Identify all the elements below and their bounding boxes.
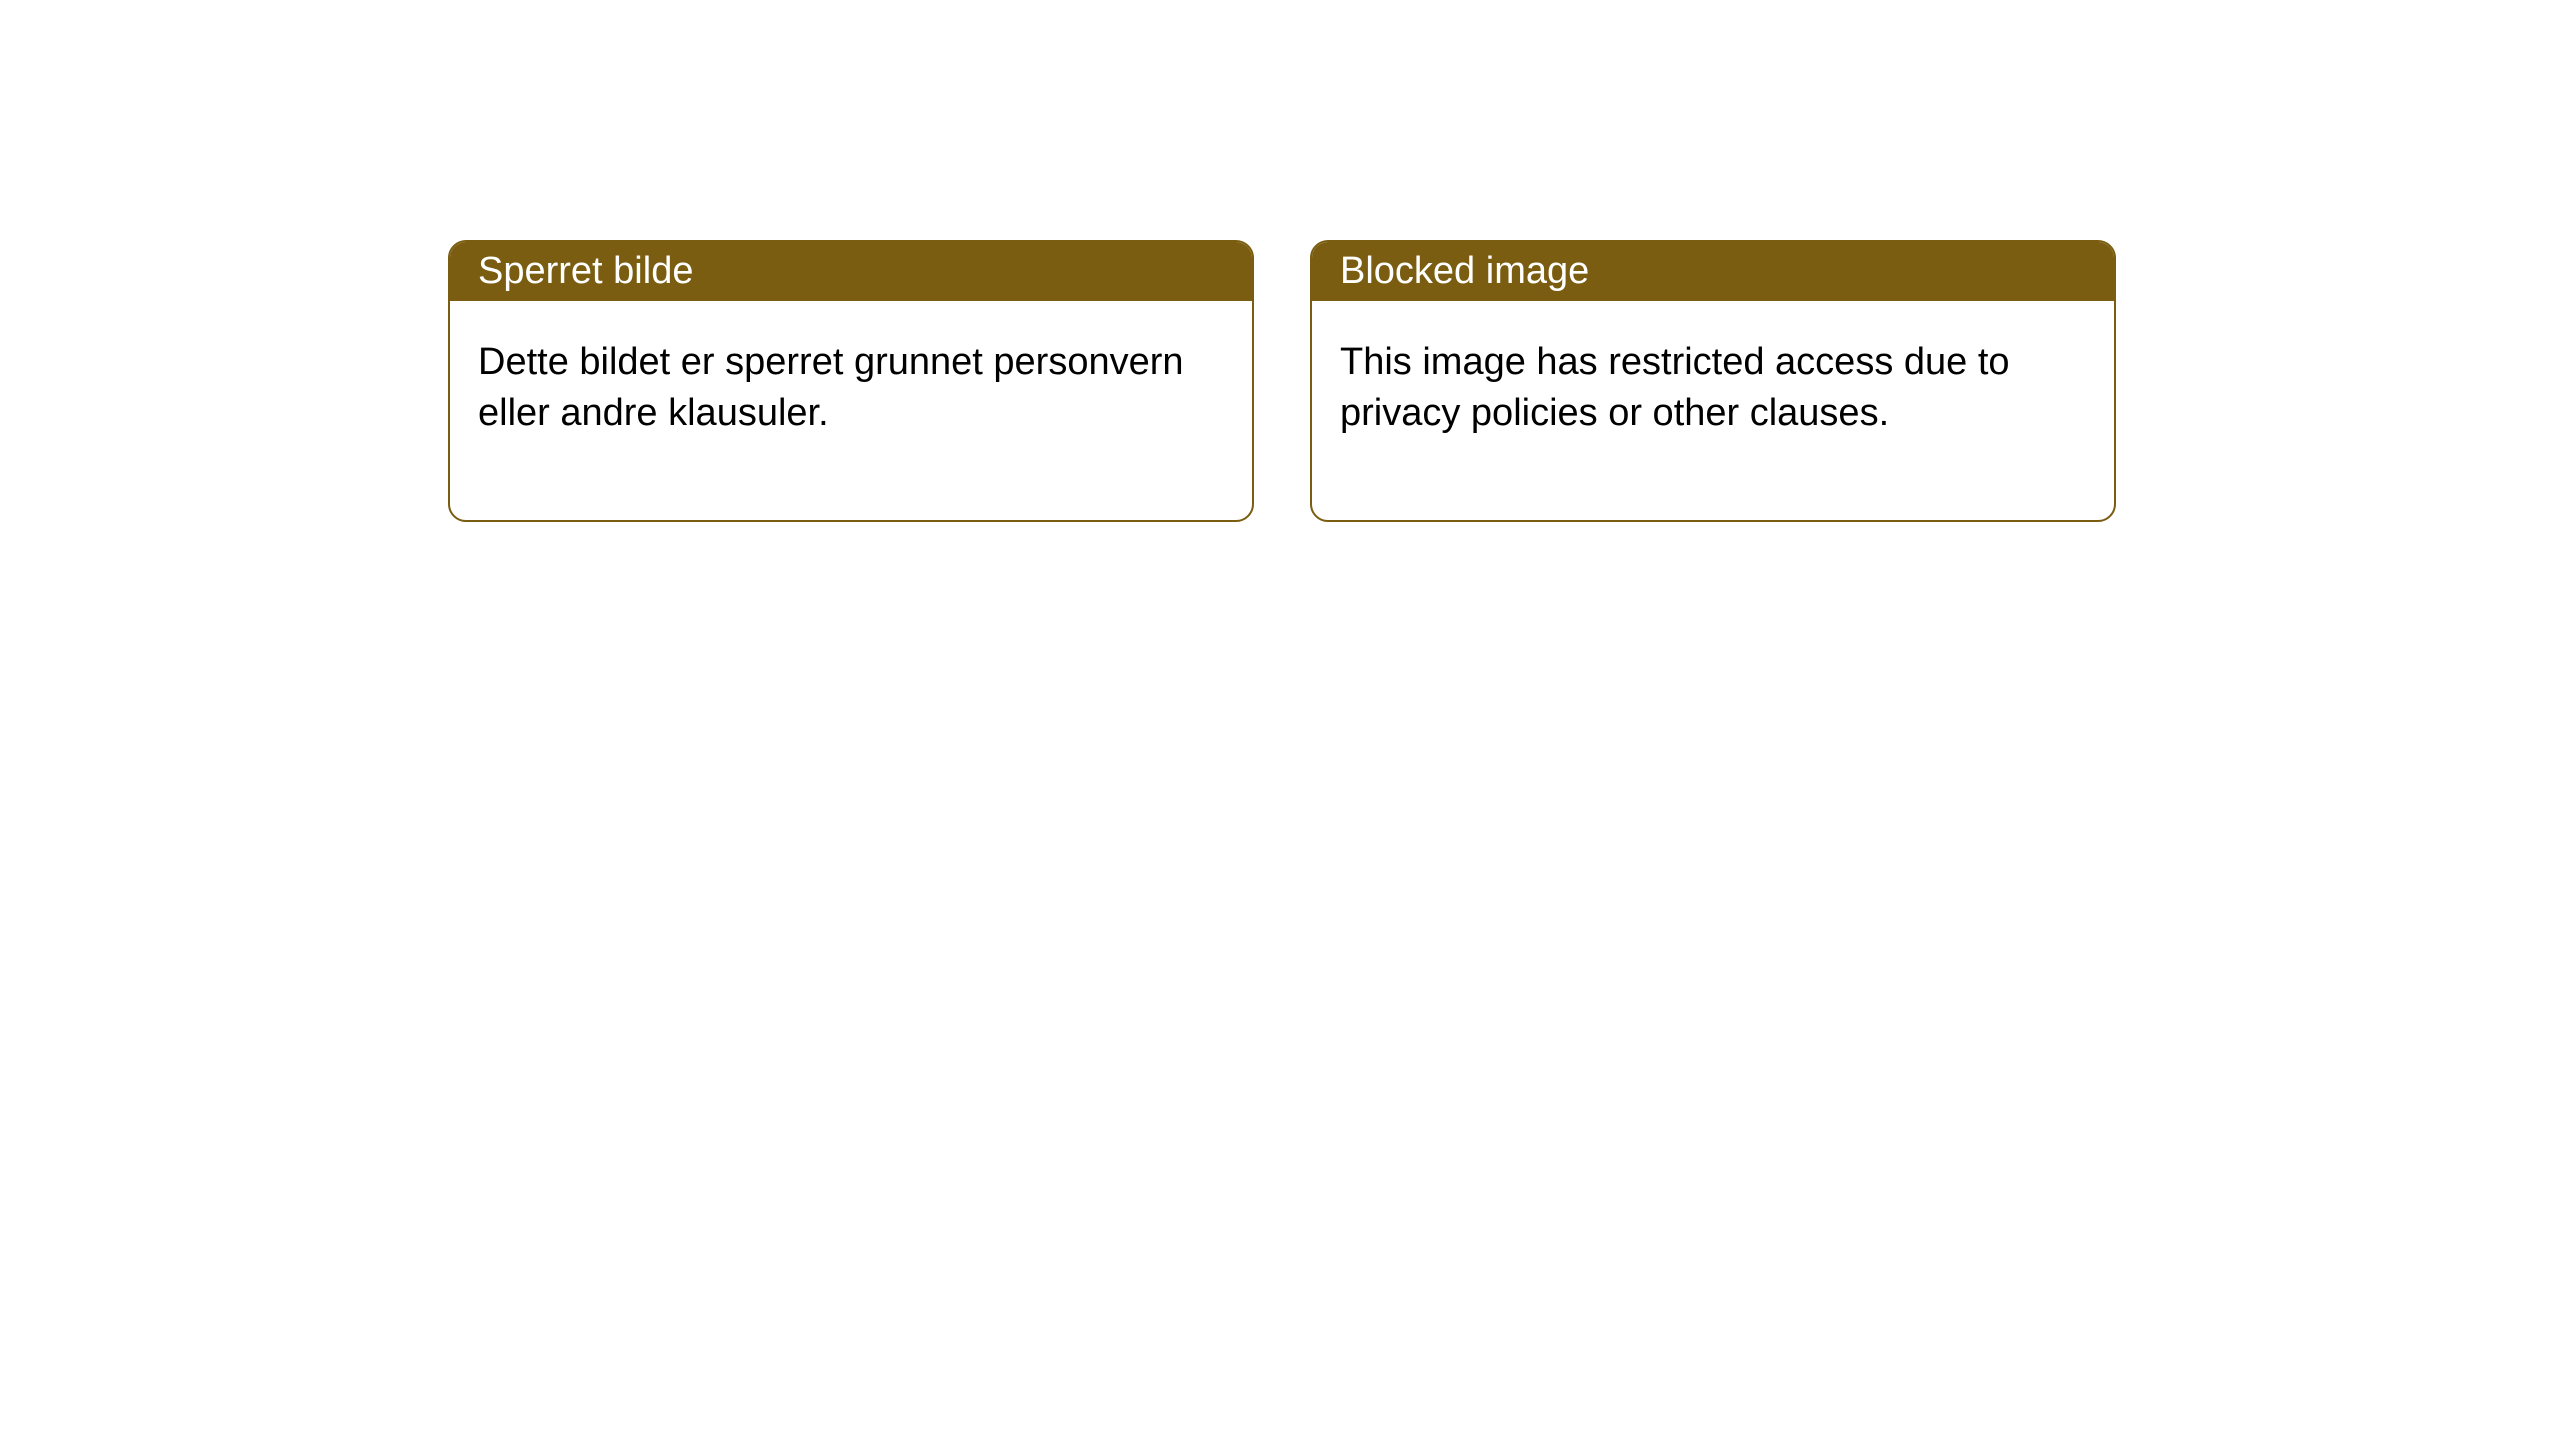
card-title: Blocked image — [1340, 250, 1589, 292]
card-body-text: This image has restricted access due to … — [1340, 341, 2010, 434]
card-title: Sperret bilde — [478, 250, 693, 292]
cards-container: Sperret bilde Dette bildet er sperret gr… — [448, 240, 2116, 522]
card-header: Blocked image — [1312, 242, 2114, 301]
blocked-image-card-en: Blocked image This image has restricted … — [1310, 240, 2116, 522]
blocked-image-card-no: Sperret bilde Dette bildet er sperret gr… — [448, 240, 1254, 522]
card-body: Dette bildet er sperret grunnet personve… — [450, 301, 1252, 520]
card-header: Sperret bilde — [450, 242, 1252, 301]
card-body: This image has restricted access due to … — [1312, 301, 2114, 520]
card-body-text: Dette bildet er sperret grunnet personve… — [478, 341, 1184, 434]
